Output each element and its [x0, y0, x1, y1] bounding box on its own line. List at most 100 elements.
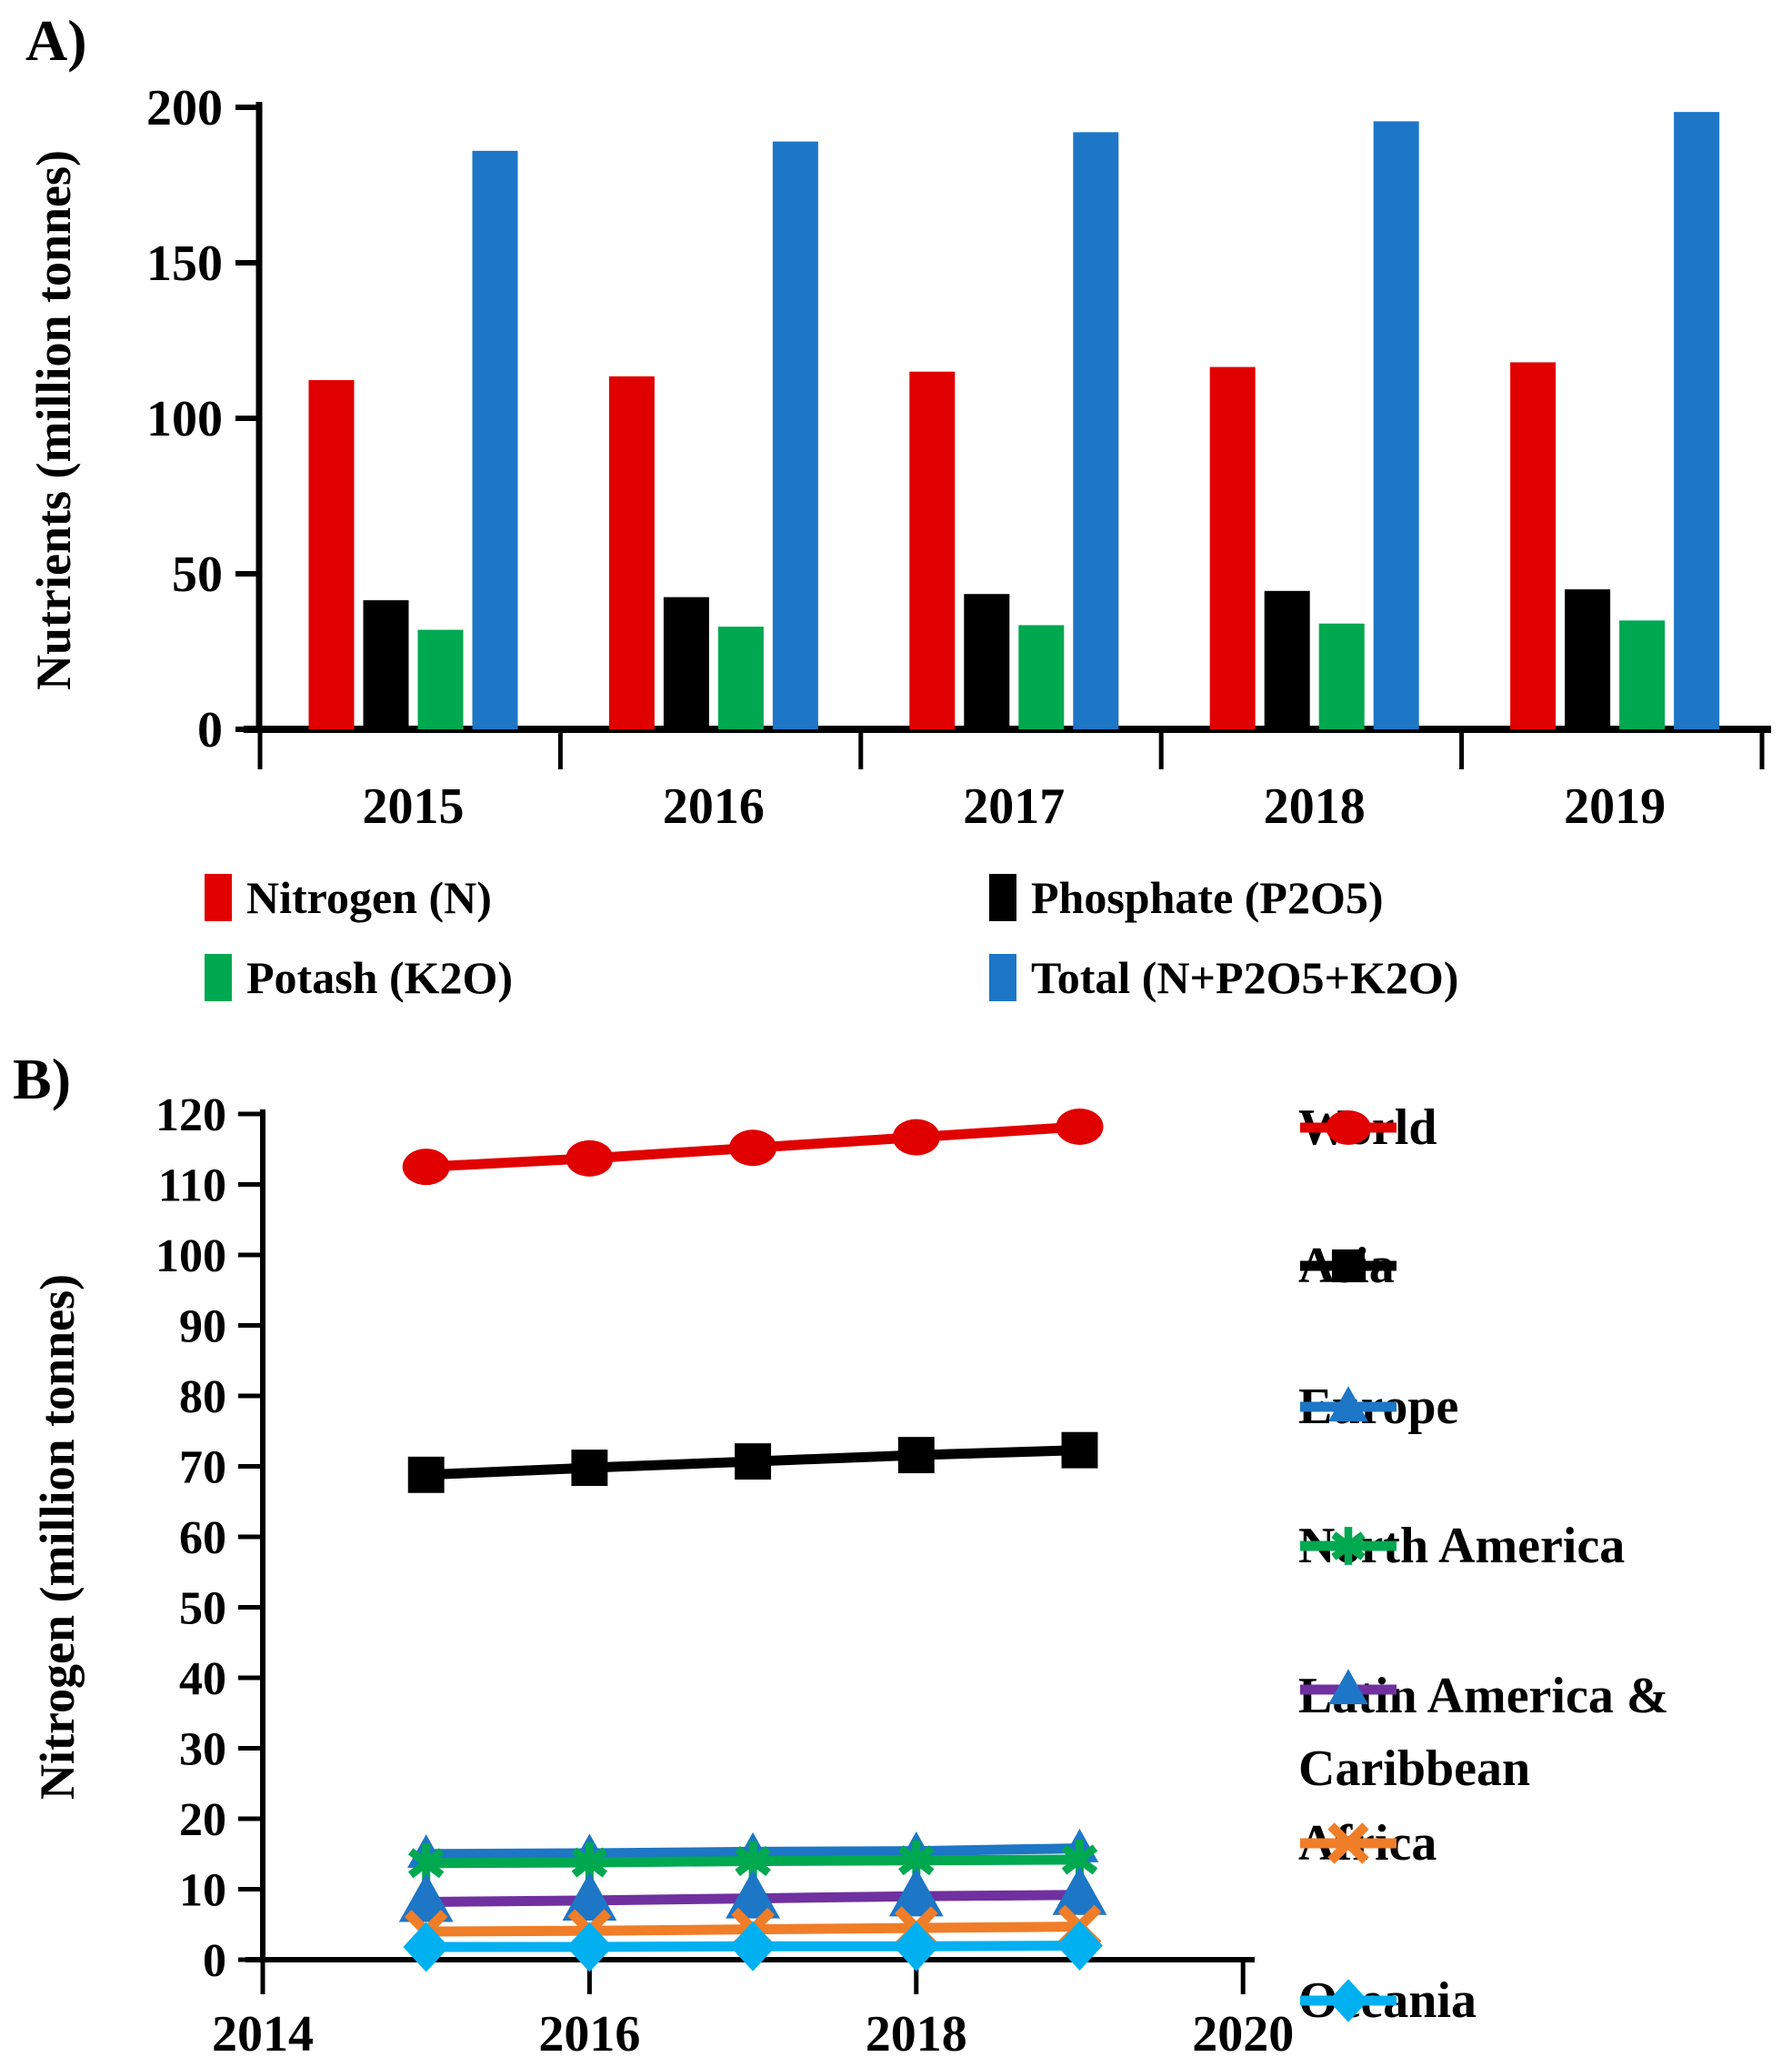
bar-potash-2015 [417, 629, 464, 729]
panel-b-y-tick-label: 50 [179, 1583, 226, 1635]
marker-diamond [893, 1921, 940, 1972]
marker-triangle [1052, 1866, 1107, 1915]
marker-x [1327, 1822, 1369, 1864]
legend-item-africa: Africa [1298, 1813, 1792, 1873]
panel-b-y-tick-label: 100 [155, 1230, 226, 1282]
marker-circle [892, 1119, 940, 1156]
panel-b-y-tick-label: 120 [155, 1089, 226, 1141]
legend-label: Potash (K2O) [246, 952, 514, 1003]
panel-a-bar-chart: 0 50 100 150 200 2015 2016 2017 2018 2019 [146, 80, 1771, 835]
legend-marker [1300, 1527, 1397, 1565]
panel-a-x-tick-label: 2018 [1264, 778, 1366, 835]
bar-nitrogen-2017 [909, 371, 956, 729]
legend-swatch [989, 954, 1016, 1001]
panel-b-y-tick-label: 0 [203, 1935, 226, 1987]
legend-item-total: Total (N+P2O5+K2O) [989, 946, 1458, 1009]
bar-total-2018 [1373, 121, 1419, 729]
panel-a-x-tick-label: 2017 [963, 778, 1065, 835]
panel-a-y-tick-label: 200 [146, 80, 223, 136]
bar-nitrogen-2019 [1510, 362, 1557, 729]
panel-b-x-tick-label: 2016 [538, 2006, 640, 2062]
panel-b-x-tick-label: 2014 [212, 2006, 314, 2062]
bar-nitrogen-2018 [1209, 366, 1256, 729]
marker-diamond [566, 1922, 613, 1972]
bar-total-2019 [1674, 112, 1720, 729]
marker-circle [1056, 1108, 1104, 1145]
marker-circle [729, 1129, 777, 1167]
legend-label: Nitrogen (N) [246, 872, 492, 923]
legend-item-world: World [1298, 1098, 1792, 1158]
panel-b-y-tick-label: 20 [179, 1794, 226, 1846]
legend-item-asia: Asia [1298, 1236, 1792, 1296]
panel-a-y-tick-label: 50 [172, 547, 223, 603]
marker-triangle [726, 1870, 780, 1919]
panel-b-x-tick-label: 2018 [866, 2006, 967, 2062]
panel-b-label: B) [13, 1047, 71, 1111]
bar-nitrogen-2016 [608, 376, 655, 729]
legend-item-phosphate: Phosphate (P2O5) [989, 866, 1384, 929]
legend-marker [1300, 1822, 1397, 1864]
marker-square [735, 1443, 772, 1480]
marker-diamond [1056, 1921, 1103, 1971]
marker-square [897, 1437, 935, 1474]
panel-a-x-tick-label: 2015 [363, 778, 465, 835]
panel-b-y-tick-label: 80 [179, 1371, 226, 1423]
legend-swatch [989, 874, 1016, 921]
bar-phosphate-2018 [1264, 590, 1310, 729]
marker-square [1331, 1249, 1366, 1283]
panel-b-y-tick-label: 40 [179, 1653, 226, 1705]
marker-diamond [729, 1921, 776, 1972]
marker-triangle [562, 1871, 617, 1921]
marker-triangle [888, 1868, 944, 1917]
marker-square [571, 1450, 608, 1486]
marker-circle [402, 1149, 450, 1186]
bar-potash-2016 [717, 627, 764, 729]
marker-triangle [1328, 1669, 1368, 1705]
bar-total-2017 [1073, 132, 1119, 730]
panel-b-x-tick-label: 2020 [1192, 2006, 1294, 2062]
bar-phosphate-2017 [964, 594, 1010, 729]
bar-total-2016 [772, 141, 818, 729]
legend-label: Phosphate (P2O5) [1031, 872, 1384, 923]
legend-item-latin: Latin America & Caribbean [1298, 1660, 1792, 1805]
panel-a-y-tick-label: 150 [146, 236, 223, 292]
marker-diamond [403, 1922, 449, 1972]
bar-phosphate-2019 [1565, 589, 1611, 729]
panel-b-y-tick-label: 10 [179, 1865, 226, 1917]
legend-marker [1300, 1669, 1397, 1705]
legend-label: Latin America & Caribbean [1298, 1668, 1669, 1797]
marker-diamond [1328, 1979, 1368, 2022]
bar-potash-2017 [1018, 625, 1065, 729]
legend-marker [1300, 1386, 1397, 1422]
legend-item-europe: Europe [1298, 1377, 1792, 1437]
panel-b-y-tick-label: 30 [179, 1724, 226, 1776]
panel-b-y-tick-label: 60 [179, 1512, 226, 1564]
panel-a-y-tick-label: 0 [197, 702, 223, 758]
marker-asterisk [1331, 1527, 1366, 1565]
legend-item-nitrogen: Nitrogen (N) [205, 866, 492, 929]
marker-circle [1326, 1110, 1371, 1145]
marker-square [1061, 1431, 1098, 1469]
legend-marker [1300, 1249, 1397, 1283]
legend-item-potash: Potash (K2O) [205, 946, 513, 1009]
panel-b-y-tick-label: 70 [179, 1442, 226, 1494]
marker-triangle [398, 1873, 454, 1922]
legend-label: Total (N+P2O5+K2O) [1031, 952, 1459, 1003]
marker-circle [566, 1139, 614, 1177]
bar-total-2015 [472, 150, 518, 729]
legend-item-oceania: Oceania [1298, 1971, 1792, 2031]
panel-a-y-tick-label: 100 [146, 391, 223, 447]
legend-swatch [205, 954, 232, 1001]
bar-potash-2019 [1619, 620, 1666, 729]
bar-phosphate-2016 [663, 597, 709, 729]
bar-phosphate-2015 [363, 600, 409, 729]
panel-b-line-chart: 0 10 20 30 40 50 60 70 80 90 100 110 120 2014 2016 2018… [155, 1089, 1294, 2062]
legend-swatch [205, 874, 232, 921]
legend-marker [1300, 1979, 1397, 2022]
panel-b-y-tick-label: 110 [158, 1160, 226, 1212]
bar-nitrogen-2015 [308, 379, 355, 729]
legend-item-north: North America [1298, 1516, 1792, 1576]
bar-potash-2018 [1318, 623, 1365, 729]
panel-a-x-tick-label: 2019 [1564, 778, 1666, 835]
